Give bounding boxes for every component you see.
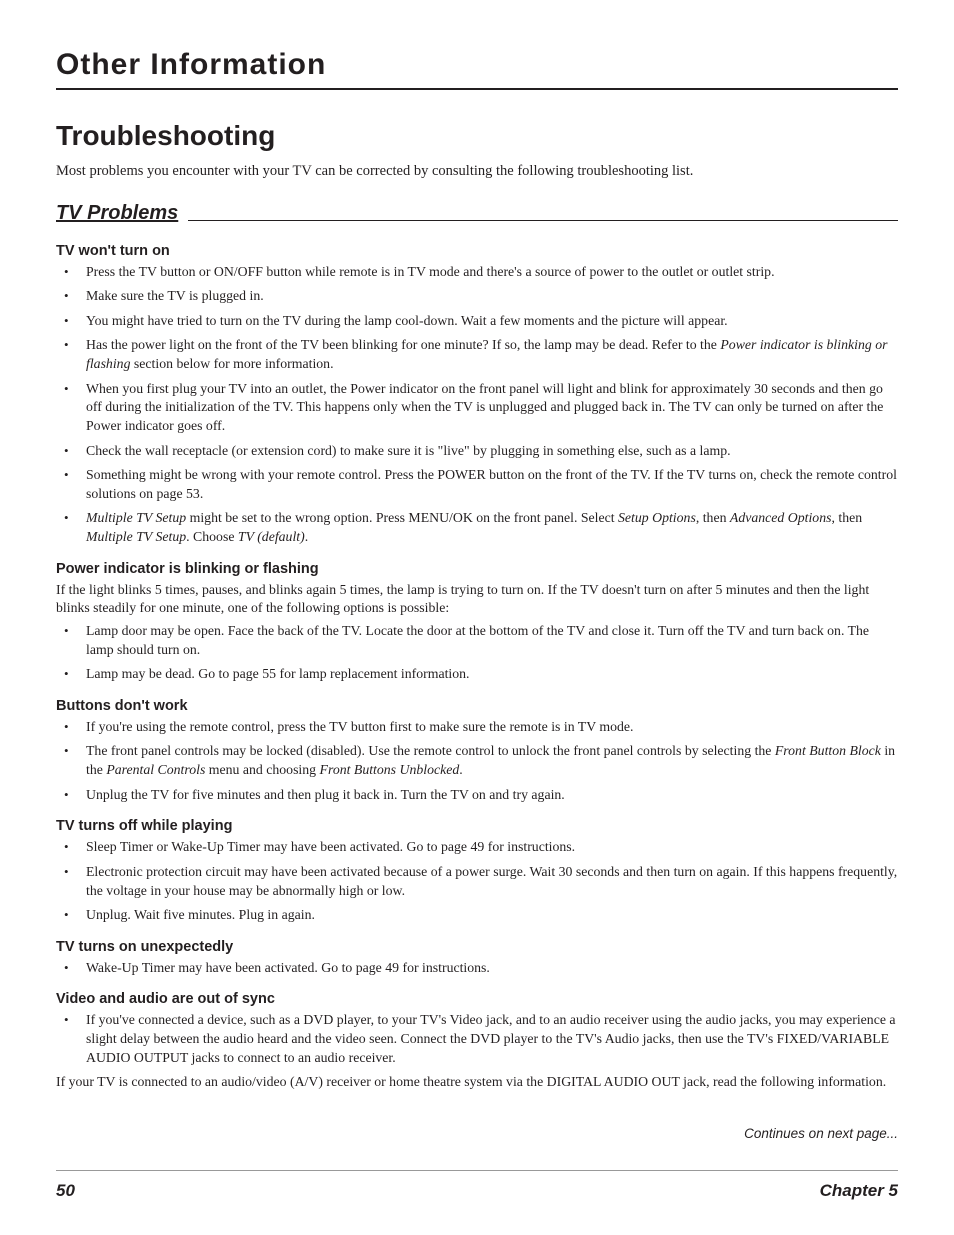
footer-divider: [56, 1170, 898, 1171]
italic-text: TV (default): [238, 529, 305, 544]
bullet-list: Wake-Up Timer may have been activated. G…: [56, 959, 898, 978]
bullet-list: Sleep Timer or Wake-Up Timer may have be…: [56, 838, 898, 925]
chapter-label: Chapter 5: [820, 1181, 898, 1201]
section-title: TV Problems: [56, 202, 178, 225]
list-item: Check the wall receptacle (or extension …: [56, 442, 898, 461]
bullet-list: If you've connected a device, such as a …: [56, 1011, 898, 1067]
intro-text: Most problems you encounter with your TV…: [56, 162, 898, 182]
continues-note: Continues on next page...: [744, 1126, 898, 1141]
text: . Choose: [186, 529, 238, 544]
page-title: Troubleshooting: [56, 120, 898, 152]
list-item: When you first plug your TV into an outl…: [56, 380, 898, 436]
list-item: Multiple TV Setup might be set to the wr…: [56, 509, 898, 546]
body-paragraph: If your TV is connected to an audio/vide…: [56, 1073, 898, 1092]
italic-text: Multiple TV Setup: [86, 529, 186, 544]
italic-text: Parental Controls: [106, 762, 205, 777]
list-item: Lamp door may be open. Face the back of …: [56, 622, 898, 659]
page-number: 50: [56, 1181, 75, 1201]
list-item: If you've connected a device, such as a …: [56, 1011, 898, 1067]
text: menu and choosing: [205, 762, 319, 777]
problem-heading-power-indicator: Power indicator is blinking or flashing: [56, 561, 898, 577]
list-item: If you're using the remote control, pres…: [56, 718, 898, 737]
bullet-list: If you're using the remote control, pres…: [56, 718, 898, 805]
section-title-rule: [188, 220, 898, 221]
italic-text: Multiple TV Setup: [86, 510, 186, 525]
list-item: You might have tried to turn on the TV d…: [56, 312, 898, 331]
list-item: Has the power light on the front of the …: [56, 336, 898, 373]
italic-text: Front Buttons Unblocked: [320, 762, 460, 777]
list-item: Unplug. Wait five minutes. Plug in again…: [56, 906, 898, 925]
list-item: Something might be wrong with your remot…: [56, 466, 898, 503]
body-paragraph: If the light blinks 5 times, pauses, and…: [56, 581, 898, 618]
problem-heading-turns-on-unexpected: TV turns on unexpectedly: [56, 939, 898, 955]
list-item: The front panel controls may be locked (…: [56, 742, 898, 779]
section-title-row: TV Problems: [56, 202, 898, 225]
list-item: Electronic protection circuit may have b…: [56, 863, 898, 900]
page-footer: 50 Chapter 5: [56, 1181, 898, 1201]
bullet-list: Press the TV button or ON/OFF button whi…: [56, 263, 898, 547]
chapter-heading: Other Information: [56, 48, 898, 82]
text: .: [459, 762, 462, 777]
problem-heading-wont-turn-on: TV won't turn on: [56, 243, 898, 259]
italic-text: Advanced Options: [730, 510, 832, 525]
text: Has the power light on the front of the …: [86, 337, 720, 352]
list-item: Unplug the TV for five minutes and then …: [56, 786, 898, 805]
bullet-list: Lamp door may be open. Face the back of …: [56, 622, 898, 684]
italic-text: Front Button Block: [775, 743, 881, 758]
problem-heading-turns-off: TV turns off while playing: [56, 818, 898, 834]
list-item: Lamp may be dead. Go to page 55 for lamp…: [56, 665, 898, 684]
list-item: Make sure the TV is plugged in.: [56, 287, 898, 306]
text: , then: [696, 510, 730, 525]
list-item: Wake-Up Timer may have been activated. G…: [56, 959, 898, 978]
text: might be set to the wrong option. Press …: [186, 510, 618, 525]
text: section below for more information.: [130, 356, 333, 371]
text: .: [305, 529, 308, 544]
text: The front panel controls may be locked (…: [86, 743, 775, 758]
list-item: Sleep Timer or Wake-Up Timer may have be…: [56, 838, 898, 857]
italic-text: Setup Options: [618, 510, 696, 525]
list-item: Press the TV button or ON/OFF button whi…: [56, 263, 898, 282]
problem-heading-sync: Video and audio are out of sync: [56, 991, 898, 1007]
text: , then: [831, 510, 862, 525]
divider-top: [56, 88, 898, 90]
problem-heading-buttons: Buttons don't work: [56, 698, 898, 714]
